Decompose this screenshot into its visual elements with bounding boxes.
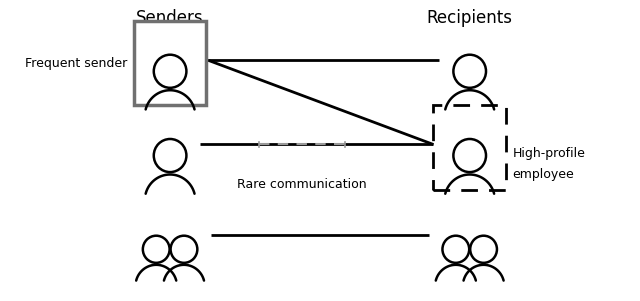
Text: Frequent sender: Frequent sender — [25, 57, 127, 70]
Bar — [433, 105, 506, 190]
Text: Senders: Senders — [136, 9, 204, 27]
Text: employee: employee — [512, 168, 574, 181]
Text: Recipients: Recipients — [427, 9, 513, 27]
Text: Rare communication: Rare communication — [237, 178, 367, 191]
Text: High-profile: High-profile — [512, 147, 585, 160]
Bar — [134, 21, 206, 105]
